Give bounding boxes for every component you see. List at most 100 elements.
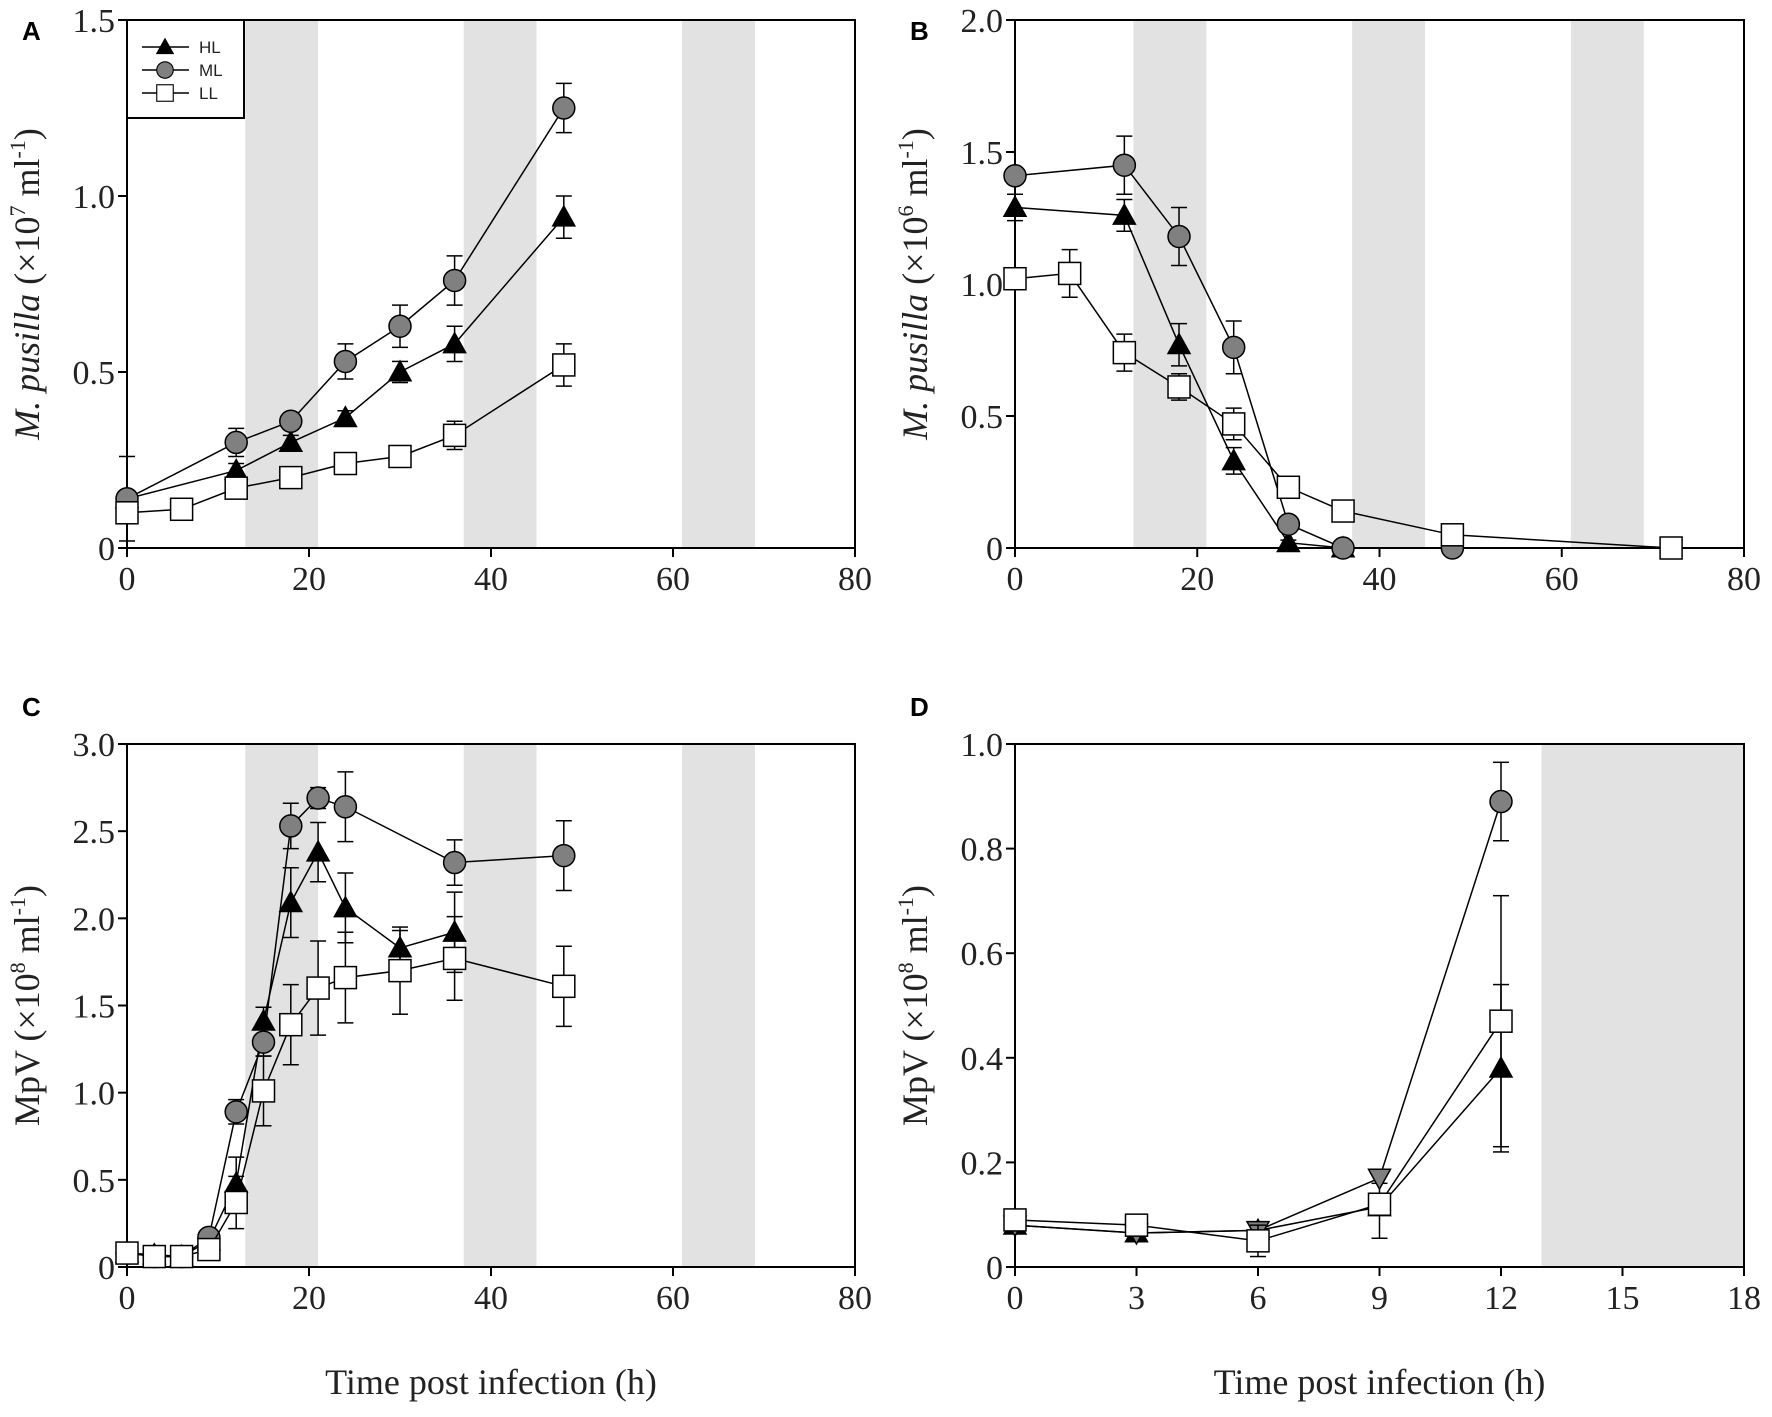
data-point-ll bbox=[1124, 1213, 1149, 1237]
x-tick-label: 20 bbox=[1180, 561, 1214, 598]
y-axis-title-part: ) bbox=[895, 885, 935, 897]
y-axis-title: MpV (×108 ml-1) bbox=[893, 885, 935, 1126]
x-axis-title: Time post infection (h) bbox=[325, 1362, 657, 1402]
data-point-ll bbox=[388, 958, 412, 983]
x-tick-label: 40 bbox=[1363, 561, 1397, 598]
y-tick-label: 0 bbox=[986, 1250, 1003, 1287]
x-tick-label: 3 bbox=[1128, 1280, 1145, 1317]
dark-period-shading bbox=[1133, 21, 1207, 548]
dark-period-shading bbox=[463, 745, 537, 1267]
data-point-hl bbox=[1002, 194, 1028, 217]
y-tick-label: 0 bbox=[986, 531, 1003, 568]
data-point-hl bbox=[1166, 332, 1192, 355]
data-point-ml bbox=[1367, 1168, 1392, 1191]
dark-period-shading bbox=[682, 21, 755, 548]
data-point-ll bbox=[224, 1190, 248, 1215]
data-point-ml bbox=[1003, 164, 1027, 188]
data-point-ll bbox=[279, 465, 303, 490]
y-tick-label: 0.8 bbox=[961, 832, 1004, 869]
data-point-ml bbox=[442, 268, 467, 293]
data-point-ml bbox=[306, 786, 330, 810]
data-point-ll bbox=[1659, 536, 1683, 560]
legend-label: ML bbox=[199, 61, 223, 80]
panel-letter: D bbox=[910, 692, 929, 722]
series-line bbox=[1014, 801, 1502, 1234]
data-point-ml bbox=[552, 843, 576, 868]
data-point-ml bbox=[1276, 512, 1301, 536]
data-point-hl bbox=[223, 458, 249, 481]
y-axis-title-part: ) bbox=[7, 128, 47, 140]
y-axis-title-part: ) bbox=[895, 128, 935, 140]
x-tick-label: 0 bbox=[1007, 1280, 1024, 1317]
y-axis-title-part: ml bbox=[7, 159, 47, 206]
data-point-hl bbox=[278, 429, 304, 452]
y-axis-title-part: M. pusilla bbox=[895, 294, 935, 441]
y-axis-title-part: (×10 bbox=[7, 217, 47, 294]
y-axis-title-part: MpV (×10 bbox=[7, 973, 47, 1126]
legend-marker-ml bbox=[156, 61, 174, 79]
y-axis-title-part: MpV (×10 bbox=[895, 973, 935, 1126]
data-point-hl bbox=[1221, 448, 1246, 471]
data-point-ll bbox=[552, 974, 576, 999]
y-axis-title: MpV (×108 ml-1) bbox=[5, 885, 47, 1126]
panel-letter: C bbox=[22, 692, 41, 722]
x-tick-label: 6 bbox=[1250, 1280, 1267, 1317]
panel-letter: A bbox=[22, 16, 41, 46]
y-tick-label: 1.5 bbox=[73, 989, 116, 1026]
data-point-ml bbox=[1167, 224, 1191, 249]
panel-b: 0 20 40 60 80 0 0.5 1.0 1.5 2.0 B M. pusilla (×106 … bbox=[893, 3, 1761, 598]
data-point-ml bbox=[1489, 789, 1513, 814]
y-tick-label: 1.5 bbox=[961, 135, 1004, 172]
legend-marker bbox=[156, 61, 174, 79]
data-point-hl bbox=[551, 204, 577, 227]
x-tick-label: 40 bbox=[474, 1280, 508, 1317]
legend-marker-ll bbox=[156, 84, 174, 102]
legend-box bbox=[126, 19, 245, 119]
series-hl bbox=[1002, 193, 1356, 558]
y-tick-label: 0.5 bbox=[73, 1163, 116, 1200]
legend-label: HL bbox=[199, 38, 221, 57]
data-point-ll bbox=[169, 1244, 194, 1269]
data-point-ml bbox=[1221, 335, 1246, 360]
data-point-ll bbox=[1003, 266, 1027, 291]
series-ll bbox=[1003, 248, 1683, 560]
y-tick-label: 2.5 bbox=[73, 814, 116, 851]
y-tick-label: 1.0 bbox=[73, 179, 116, 216]
panel-letter: B bbox=[910, 16, 929, 46]
data-point-ll bbox=[224, 476, 248, 500]
data-point-ml bbox=[1331, 536, 1355, 560]
panel-d: 0 3 6 9 12 15 18 0 0.2 0.4 0.6 0.8 1.0 D MpV (×108 ml-… bbox=[893, 692, 1761, 1402]
y-axis-title-part: (×10 bbox=[895, 217, 935, 294]
y-tick-label: 0.2 bbox=[961, 1145, 1004, 1182]
data-point-ll bbox=[1003, 1208, 1027, 1232]
panel-a: 0 20 40 60 80 0 0.5 1.0 1.5 A M. pusilla (×107 ml-… bbox=[5, 3, 872, 598]
x-tick-label: 0 bbox=[119, 561, 136, 598]
y-axis-title-part: ) bbox=[7, 885, 47, 897]
y-axis-title-part: -1 bbox=[5, 140, 30, 158]
x-tick-label: 80 bbox=[1727, 561, 1761, 598]
dark-period-shading bbox=[1570, 21, 1644, 548]
data-point-ll bbox=[1367, 1192, 1392, 1216]
y-tick-label: 0.4 bbox=[961, 1041, 1004, 1078]
data-point-ml bbox=[279, 814, 303, 838]
y-axis-title: M. pusilla (×106 ml-1) bbox=[893, 128, 935, 441]
data-point-ll bbox=[1440, 523, 1465, 547]
data-point-ll bbox=[1167, 375, 1191, 399]
data-point-ll bbox=[142, 1244, 167, 1269]
data-point-ll bbox=[1331, 499, 1355, 523]
y-axis-title-part: 6 bbox=[893, 206, 918, 217]
y-axis-title-part: ml bbox=[895, 159, 935, 206]
y-axis-title-part: -1 bbox=[5, 897, 30, 915]
data-point-ml bbox=[224, 1100, 248, 1124]
series-line bbox=[1014, 1067, 1502, 1234]
data-point-hl bbox=[1112, 202, 1137, 225]
data-point-ll bbox=[1112, 340, 1137, 365]
data-point-ll bbox=[115, 1241, 139, 1265]
data-point-ml bbox=[442, 850, 467, 875]
x-tick-label: 15 bbox=[1606, 1280, 1640, 1317]
x-tick-label: 0 bbox=[1007, 561, 1024, 598]
series-ml bbox=[1002, 761, 1513, 1246]
y-axis-title-part: 8 bbox=[5, 962, 30, 973]
data-point-ml bbox=[333, 795, 358, 819]
data-point-ll bbox=[442, 423, 467, 448]
